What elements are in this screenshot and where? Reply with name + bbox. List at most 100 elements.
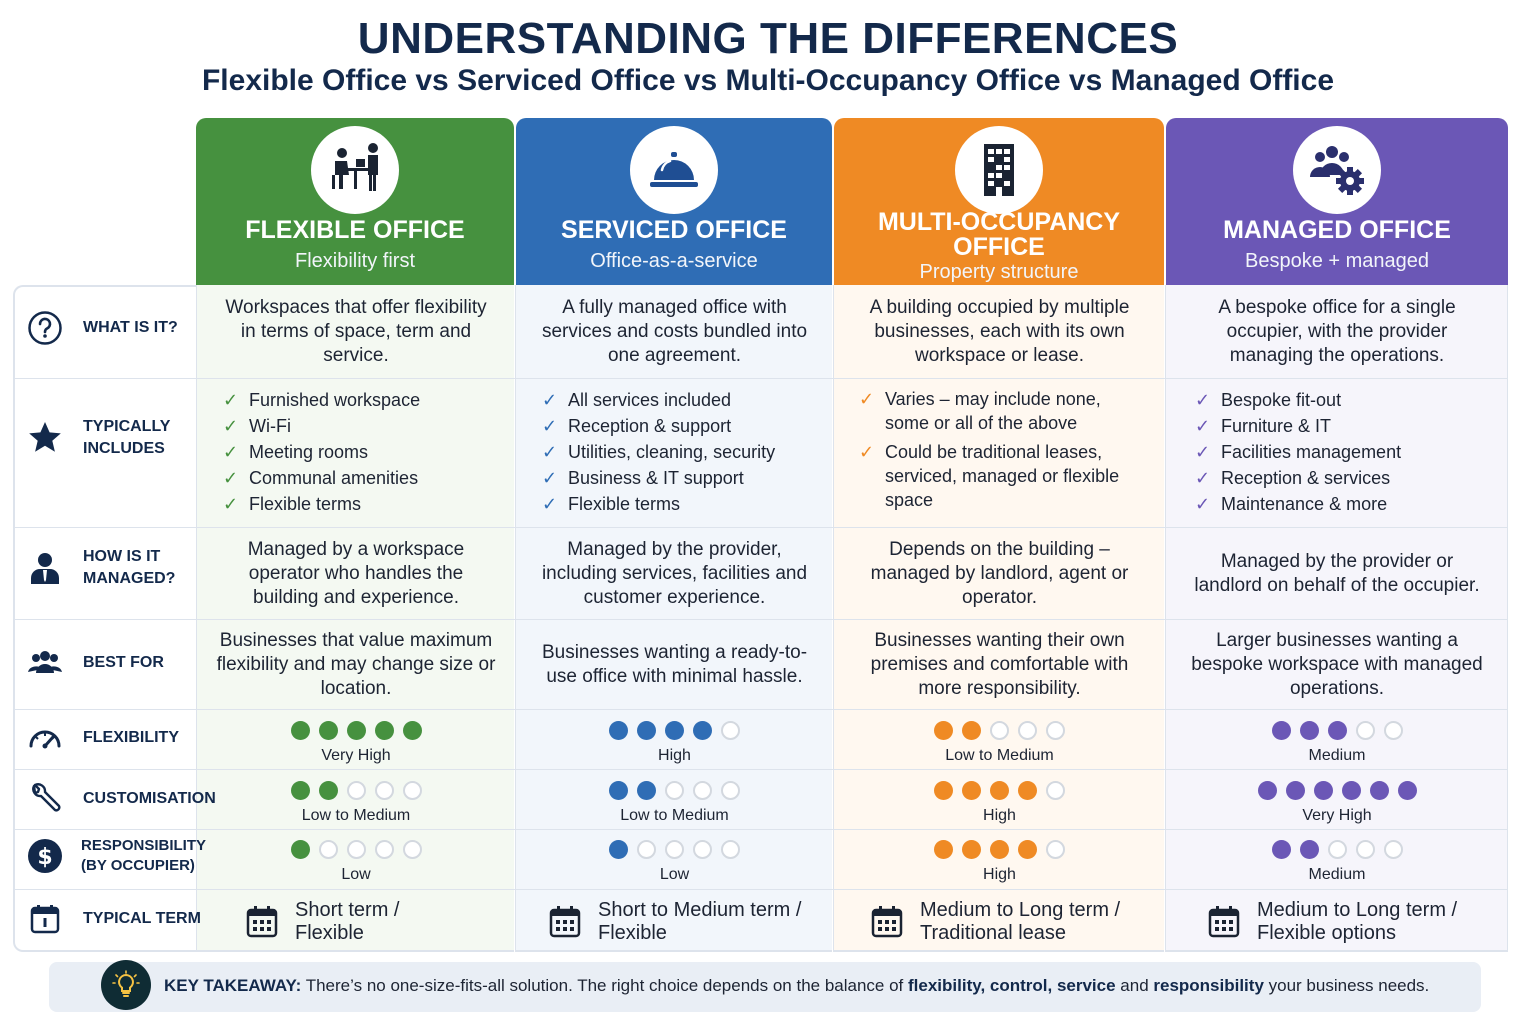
list-item: ✓ Furniture & IT [1195, 413, 1401, 439]
dollar-icon: $ [25, 836, 65, 876]
rating-dots [516, 840, 833, 860]
building-icon [955, 126, 1043, 214]
rating-customisation-managed: Very High [1166, 781, 1508, 825]
column-title: SERVICED OFFICE [561, 216, 787, 244]
lightbulb-icon [101, 960, 151, 1010]
column-flexible-office: FLEXIBLE OFFICE Flexibility first [196, 118, 514, 952]
list-item-text: Flexible terms [249, 494, 362, 514]
check-icon: ✓ [1195, 494, 1211, 514]
list-item-text: Furniture & IT [1221, 416, 1332, 436]
takeaway-emphasis: flexibility, control, service [908, 976, 1116, 995]
row-label-line: RESPONSIBILITY [81, 837, 207, 854]
term-text: Medium to Long term / Flexible options [1257, 899, 1457, 945]
cell-managed-managed: Managed by the provider or landlord on b… [1194, 550, 1480, 596]
check-icon: ✓ [1195, 390, 1211, 410]
rating-dot-filled [318, 781, 338, 800]
rating-dot-empty [637, 840, 656, 859]
column-divider [515, 285, 516, 952]
cell-best-multi: Businesses wanting their own premises an… [870, 629, 1129, 699]
row-divider [13, 769, 1508, 770]
rating-dot-filled [1369, 781, 1389, 800]
list-item-text: Reception & services [1221, 468, 1391, 488]
column-title-line-2: OFFICE [953, 233, 1045, 261]
manager-icon [25, 548, 65, 588]
list-item-text: Could be traditional leases, serviced, m… [885, 442, 1120, 510]
list-item: ✓ Furnished workspace [223, 387, 420, 413]
term-serviced: Short to Medium term / Flexible [548, 899, 801, 945]
rating-dot-filled [290, 840, 310, 859]
rating-label: Low to Medium [945, 747, 1054, 764]
column-serviced-office: SERVICED OFFICE Office-as-a-service [516, 118, 832, 952]
row-label-best-for: BEST FOR [25, 643, 205, 683]
list-item-text: Utilities, cleaning, security [568, 442, 776, 462]
rating-dot-empty [665, 781, 684, 800]
list-item-text: Reception & support [568, 416, 732, 436]
row-divider [13, 619, 1508, 620]
row-label-text: CUSTOMISATION [83, 790, 216, 807]
row-label-line: HOW IS IT [83, 548, 161, 565]
rating-dots [834, 781, 1165, 801]
row-label-text: TYPICALLY INCLUDES [83, 416, 170, 460]
list-item-text: Flexible terms [568, 494, 681, 514]
column-multi-occupancy-office: MULTI-OCCUPANCY OFFICE Property structur… [834, 118, 1164, 952]
rating-label: Very High [321, 747, 391, 764]
list-item-text: Furnished workspace [249, 390, 421, 410]
rating-dot-empty [665, 840, 684, 859]
check-icon: ✓ [859, 389, 875, 409]
row-label-typically-includes: TYPICALLY INCLUDES [25, 416, 205, 460]
rating-dot-empty [318, 840, 338, 859]
term-line: Flexible options [1257, 922, 1396, 944]
column-divider [1165, 285, 1166, 952]
row-label-what-is-it: WHAT IS IT? [25, 308, 205, 348]
row-label-customisation: CUSTOMISATION [25, 779, 216, 819]
cell-managed-serviced: Managed by the provider, including servi… [541, 538, 808, 608]
check-icon: ✓ [542, 468, 558, 488]
column-subtitle: Flexibility first [294, 250, 415, 272]
takeaway-text-part: There’s no one-size-fits-all solution. T… [301, 976, 909, 995]
rating-dot-filled [1397, 781, 1417, 800]
calendar-icon [1208, 906, 1240, 938]
rating-dot-filled [1285, 781, 1305, 800]
rating-responsibility-serviced: Low [516, 840, 833, 884]
row-divider [13, 889, 1508, 890]
rating-dot-filled [1327, 721, 1347, 740]
check-icon: ✓ [223, 494, 239, 514]
list-item: ✓ Flexible terms [223, 491, 420, 517]
row-label-flexibility: FLEXIBILITY [25, 718, 205, 758]
rating-dot-empty [990, 721, 1009, 740]
column-title-line-1: MULTI-OCCUPANCY [877, 208, 1121, 236]
rating-dot-filled [374, 721, 394, 740]
rating-dot-filled [1341, 781, 1361, 800]
rating-dot-filled [1257, 781, 1277, 800]
term-line: Short term / [295, 899, 400, 921]
check-icon: ✓ [542, 442, 558, 462]
list-item: ✓ Reception & services [1195, 465, 1401, 491]
rating-dots [516, 721, 833, 741]
term-line: Flexible [598, 922, 667, 944]
rating-dot-filled [346, 721, 366, 740]
check-icon: ✓ [542, 390, 558, 410]
rating-dot-empty [721, 840, 740, 859]
rating-dot-empty [1018, 721, 1037, 740]
check-icon: ✓ [1195, 468, 1211, 488]
cell-best-flexible: Businesses that value maximum flexibilit… [216, 629, 496, 699]
row-label-text: FLEXIBILITY [83, 729, 179, 746]
rating-flexibility-serviced: High [516, 721, 833, 765]
column-title: FLEXIBLE OFFICE [245, 216, 465, 244]
cell-best-serviced: Businesses wanting a ready-to-use office… [541, 641, 808, 687]
list-item: ✓ Bespoke fit-out [1195, 387, 1401, 413]
rating-dot-filled [290, 721, 310, 740]
takeaway-emphasis: responsibility [1153, 976, 1264, 995]
rating-responsibility-multi: High [834, 840, 1165, 884]
rating-dot-empty [1383, 721, 1403, 740]
rating-dot-filled [1299, 721, 1319, 740]
question-icon [25, 308, 65, 348]
term-text: Short term / Flexible [295, 899, 399, 945]
list-item-text: Bespoke fit-out [1221, 390, 1342, 410]
cell-managed-multi: Depends on the building – managed by lan… [870, 538, 1129, 608]
rating-dot-empty [374, 781, 394, 800]
rating-label: Medium [1308, 866, 1366, 883]
list-includes-managed: ✓ Bespoke fit-out ✓ Furniture & IT ✓ Facili… [1195, 387, 1401, 517]
rating-dot-filled [402, 721, 422, 740]
takeaway-text-part: and [1115, 976, 1154, 995]
